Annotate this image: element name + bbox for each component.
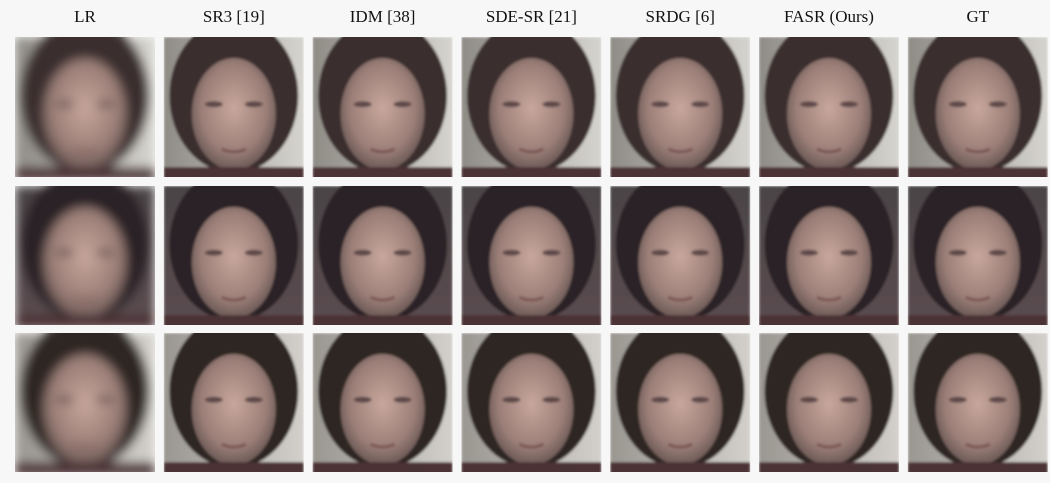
shoulders [908,315,1048,329]
shoulders [759,462,899,476]
eye [56,101,74,107]
shoulders [313,462,453,476]
face-image [15,19,155,181]
face-image [164,19,304,181]
shoulders [15,462,155,476]
eye [800,250,818,256]
eye [354,101,372,107]
eye [651,397,669,403]
eye [205,250,223,256]
face-image [15,168,155,329]
column-header: GT [966,7,989,26]
column-header: IDM [38] [350,7,416,26]
eye [394,101,412,107]
eye [56,250,74,256]
column-header: SR3 [19] [203,7,265,26]
eye [800,397,818,403]
eye [840,101,858,107]
face-image [759,168,899,329]
shoulders [610,167,750,181]
face-image [461,19,601,181]
eye [651,101,669,107]
face-image [759,315,899,476]
eye [96,101,114,107]
eye [949,397,967,403]
face-image [610,19,750,181]
eye [800,101,818,107]
face-image [610,315,750,476]
column-header: LR [74,7,96,26]
eye [989,250,1007,256]
eye [691,397,709,403]
eye [502,397,520,403]
face-image [313,19,453,181]
shoulders [313,167,453,181]
face-image [759,19,899,181]
column-header: SDE-SR [21] [486,7,577,26]
eye [96,397,114,403]
shoulders [313,315,453,329]
eye [205,101,223,107]
shoulders [15,315,155,329]
eye [245,250,263,256]
column-header: FASR (Ours) [784,7,874,26]
shoulders [15,167,155,181]
eye [245,101,263,107]
shoulders [164,315,304,329]
eye [502,101,520,107]
eye [96,250,114,256]
face-image [908,19,1048,181]
eye [989,397,1007,403]
eye [840,397,858,403]
shoulders [461,462,601,476]
face-image [164,315,304,476]
eye [542,397,560,403]
eye [691,250,709,256]
shoulders [908,462,1048,476]
column-header: SRDG [6] [645,7,714,26]
eye [205,397,223,403]
eye [354,250,372,256]
eye [354,397,372,403]
eye [949,101,967,107]
face-image [610,168,750,329]
eye [542,101,560,107]
face-image [313,315,453,476]
shoulders [461,167,601,181]
face-image [461,168,601,329]
shoulders [759,315,899,329]
face-image [164,168,304,329]
eye [542,250,560,256]
eye [394,250,412,256]
shoulders [610,462,750,476]
eye [245,397,263,403]
eye [949,250,967,256]
eye [840,250,858,256]
face-image [908,168,1048,329]
eye [989,101,1007,107]
eye [651,250,669,256]
shoulders [164,167,304,181]
shoulders [461,315,601,329]
shoulders [908,167,1048,181]
eye [394,397,412,403]
eye [502,250,520,256]
shoulders [759,167,899,181]
shoulders [610,315,750,329]
figure: LR SR3 [19] IDM [38] SDE-SR [21] SRDG [6] FAS… [0,0,1050,478]
face-image [15,315,155,476]
face-image [461,315,601,476]
face-image [313,168,453,329]
eye [691,101,709,107]
face-image [908,315,1048,476]
eye [56,397,74,403]
shoulders [164,462,304,476]
